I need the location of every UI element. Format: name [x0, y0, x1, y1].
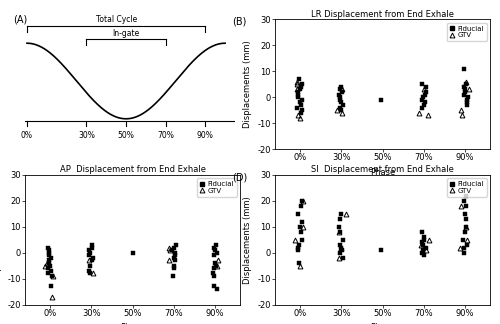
Y-axis label: Displacements (mm): Displacements (mm): [243, 40, 252, 128]
Y-axis label: Displacements (mm): Displacements (mm): [0, 196, 2, 284]
X-axis label: Phase: Phase: [370, 323, 395, 324]
Text: 50%: 50%: [118, 131, 134, 140]
Legend: Fiducial, GTV: Fiducial, GTV: [197, 179, 236, 197]
Title: LR Displacement from End Exhale: LR Displacement from End Exhale: [311, 10, 454, 19]
Text: 90%: 90%: [197, 131, 214, 140]
Text: (B): (B): [232, 17, 246, 27]
Text: 70%: 70%: [157, 131, 174, 140]
Text: Total Cycle: Total Cycle: [96, 15, 137, 24]
Text: (A): (A): [13, 15, 28, 25]
Title: SI  Displacement from End Exhale: SI Displacement from End Exhale: [311, 165, 454, 174]
X-axis label: Phase: Phase: [120, 323, 145, 324]
Text: 0%: 0%: [21, 131, 33, 140]
Y-axis label: Displacements (mm): Displacements (mm): [243, 196, 252, 284]
Legend: Fiducial, GTV: Fiducial, GTV: [447, 179, 486, 197]
Text: 30%: 30%: [78, 131, 95, 140]
Text: (D): (D): [232, 172, 247, 182]
Legend: Fiducial, GTV: Fiducial, GTV: [447, 23, 486, 41]
X-axis label: Phase: Phase: [370, 168, 395, 177]
Title: AP  Displacement from End Exhale: AP Displacement from End Exhale: [60, 165, 206, 174]
Text: In-gate: In-gate: [112, 29, 140, 38]
